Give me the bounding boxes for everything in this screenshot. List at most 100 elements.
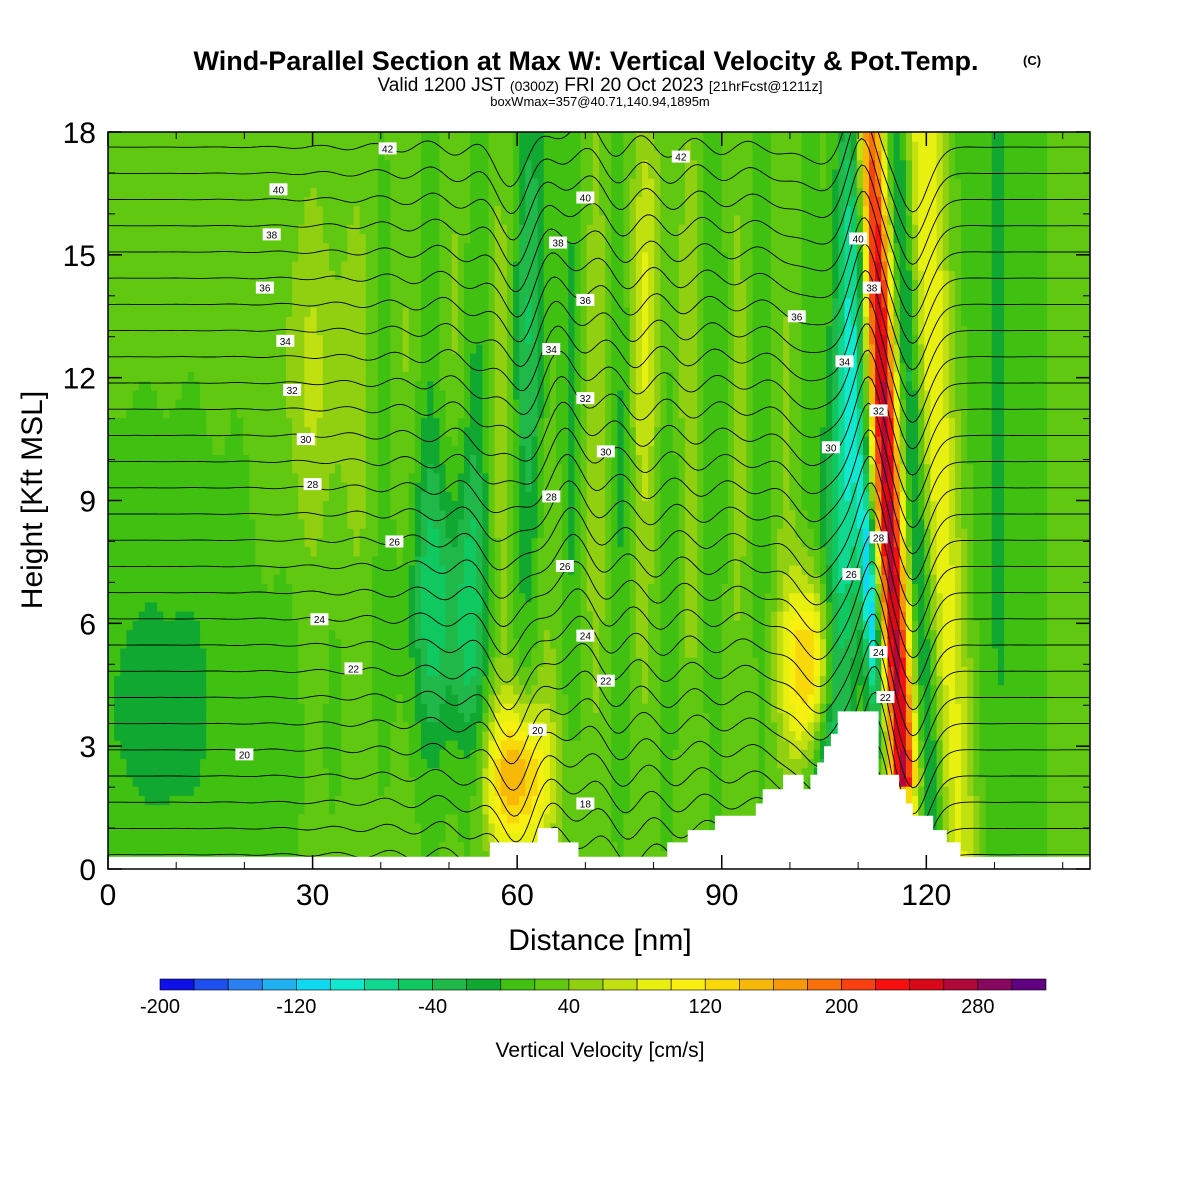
velocity-cell [439,233,447,244]
velocity-cell [224,242,232,253]
velocity-cell [187,132,195,142]
velocity-cell [316,196,324,207]
velocity-cell [304,500,312,511]
velocity-cell [163,316,170,327]
velocity-cell [169,657,177,667]
velocity-cell [476,657,483,667]
velocity-cell [132,445,140,456]
velocity-cell [108,463,115,474]
velocity-cell [273,316,281,327]
velocity-cell [421,795,428,806]
velocity-cell [150,601,158,612]
velocity-cell [169,749,177,760]
velocity-cell [414,574,422,585]
velocity-cell [384,657,391,667]
velocity-cell [206,509,213,520]
velocity-cell [341,316,348,327]
velocity-cell [371,132,379,142]
velocity-cell [445,721,453,732]
velocity-cell [285,813,293,824]
velocity-cell [169,786,177,796]
velocity-cell [384,307,391,317]
velocity-cell [230,472,238,483]
velocity-cell [408,334,416,345]
velocity-cell [267,647,275,658]
velocity-cell [347,353,355,363]
velocity-cell [470,270,477,280]
velocity-cell [114,509,121,520]
velocity-cell [365,168,373,179]
velocity-cell [212,776,220,787]
velocity-cell [255,583,263,594]
velocity-cell [255,795,263,806]
velocity-cell [439,638,447,649]
velocity-cell [353,297,361,308]
velocity-cell [126,813,134,824]
velocity-cell [445,592,453,603]
velocity-cell [463,141,471,152]
velocity-cell [371,675,379,686]
velocity-cell [144,564,152,575]
velocity-cell [236,334,244,345]
velocity-cell [463,601,471,612]
velocity-cell [206,205,213,216]
velocity-cell [353,251,361,262]
velocity-cell [463,417,471,428]
velocity-cell [261,491,269,502]
velocity-cell [359,233,367,244]
velocity-cell [255,629,263,640]
velocity-cell [353,132,361,142]
velocity-cell [335,657,342,667]
velocity-cell [427,804,434,815]
velocity-cell [402,500,410,511]
velocity-cell [316,472,324,483]
velocity-cell [261,297,269,308]
velocity-cell [470,657,477,667]
velocity-cell [439,132,447,142]
velocity-cell [212,528,220,538]
velocity-cell [249,279,256,290]
velocity-cell [408,472,416,483]
velocity-cell [488,693,496,704]
velocity-cell [347,196,355,207]
velocity-cell [273,767,281,778]
velocity-cell [120,620,128,631]
velocity-cell [451,555,459,566]
velocity-cell [206,196,213,207]
velocity-cell [120,703,128,713]
velocity-cell [371,758,379,769]
velocity-cell [328,740,336,750]
velocity-cell [390,436,398,446]
velocity-cell [206,150,213,161]
velocity-cell [427,574,434,585]
velocity-cell [181,196,189,207]
velocity-cell [396,721,404,732]
velocity-cell [230,307,238,317]
velocity-cell [310,703,318,713]
velocity-cell [439,196,447,207]
velocity-cell [298,417,305,428]
velocity-cell [310,168,318,179]
velocity-cell [353,380,361,391]
velocity-cell [224,279,232,290]
velocity-cell [218,740,226,750]
velocity-cell [421,721,428,732]
velocity-cell [108,159,115,170]
velocity-cell [132,288,140,299]
velocity-cell [175,380,183,391]
velocity-cell [285,850,293,861]
velocity-cell [359,371,367,382]
velocity-cell [402,749,410,760]
velocity-cell [243,362,250,373]
velocity-cell [236,472,244,483]
velocity-cell [439,224,447,234]
velocity-cell [396,804,404,815]
velocity-cell [230,436,238,446]
velocity-cell [335,399,342,409]
velocity-cell [390,233,398,244]
velocity-cell [427,721,434,732]
velocity-cell [138,693,146,704]
velocity-cell [261,196,269,207]
velocity-cell [144,675,152,686]
velocity-cell [310,472,318,483]
